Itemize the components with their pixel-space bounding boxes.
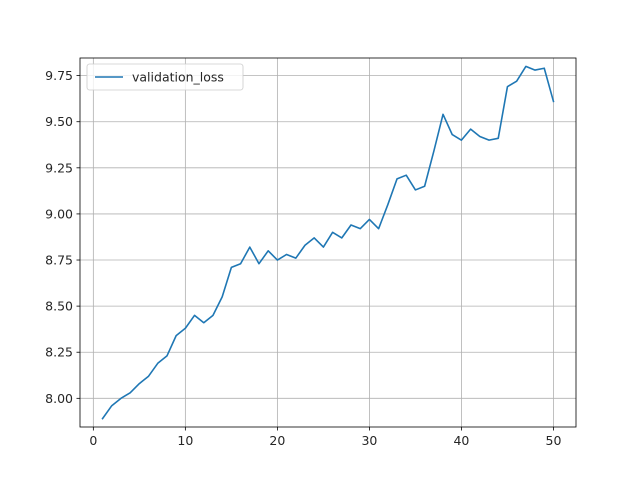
y-tick-label: 9.75 [45,68,73,83]
y-tick-label: 8.25 [45,345,73,360]
plot-frame [79,57,577,428]
x-tick-label: 0 [89,433,97,448]
x-tick-label: 20 [269,433,285,448]
y-tick-label: 8.75 [45,253,73,268]
x-tick-label: 30 [361,433,377,448]
legend-label: validation_loss [132,70,224,85]
x-tick-label: 50 [546,433,562,448]
legend: validation_loss [86,63,244,91]
y-tick-label: 9.25 [45,160,73,175]
x-axis: 0 10 20 30 40 50 [89,427,561,448]
y-tick-label: 9.00 [45,206,73,221]
y-tick-label: 8.00 [45,391,73,406]
y-tick-label: 8.50 [45,299,73,314]
series-group [101,65,555,420]
grid [80,58,576,427]
series-line-validation-loss [101,65,555,420]
x-tick-label: 10 [177,433,193,448]
y-axis: 8.00 8.25 8.50 8.75 9.00 9.25 9.50 9.75 [45,68,80,406]
legend-box [86,63,244,91]
y-tick-label: 9.50 [45,114,73,129]
x-tick-label: 40 [453,433,469,448]
